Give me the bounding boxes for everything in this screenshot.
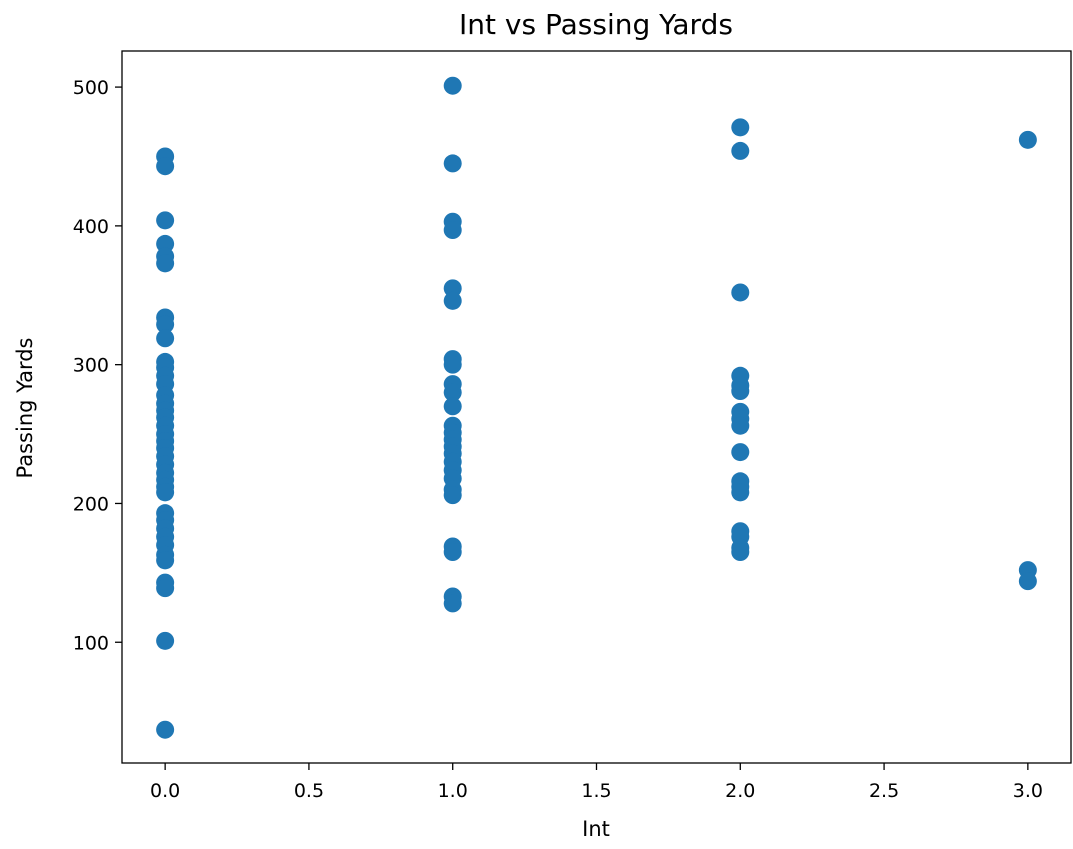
scatter-point (443, 221, 462, 240)
y-axis-label: Passing Yards (13, 338, 37, 479)
x-tick-label: 3.0 (1013, 780, 1043, 802)
scatter-point (443, 486, 462, 505)
scatter-point (731, 382, 750, 401)
scatter-point (731, 283, 750, 302)
plot-area-frame (121, 50, 1072, 764)
y-tick-label: 100 (73, 632, 109, 654)
x-tick-label: 2.0 (725, 780, 755, 802)
scatter-point (156, 157, 175, 176)
scatter-point (156, 211, 175, 230)
scatter-point (1018, 130, 1037, 149)
data-points (156, 76, 1037, 739)
scatter-point (156, 234, 175, 253)
scatter-point (443, 594, 462, 613)
scatter-point (443, 543, 462, 562)
scatter-point (731, 141, 750, 160)
x-axis-label: Int (582, 817, 610, 841)
scatter-point (156, 329, 175, 348)
scatter-point (443, 154, 462, 173)
scatter-point (443, 383, 462, 402)
scatter-point (731, 543, 750, 562)
scatter-point (731, 483, 750, 502)
scatter-point (443, 279, 462, 298)
scatter-point (443, 397, 462, 416)
y-axis: 100 200 300 400 500 (73, 77, 122, 654)
scatter-point (443, 76, 462, 95)
scatter-point (156, 720, 175, 739)
scatter-point (731, 118, 750, 137)
y-tick-label: 200 (73, 493, 109, 515)
scatter-point (443, 355, 462, 374)
scatter-point (156, 631, 175, 650)
scatter-point (156, 315, 175, 334)
x-tick-label: 1.5 (581, 780, 611, 802)
y-tick-label: 500 (73, 77, 109, 99)
x-tick-label: 1.0 (438, 780, 468, 802)
x-tick-label: 0.5 (294, 780, 324, 802)
scatter-point (443, 291, 462, 310)
scatter-point (731, 416, 750, 435)
scatter-point (1018, 572, 1037, 591)
x-tick-label: 2.5 (869, 780, 899, 802)
scatter-point (731, 443, 750, 462)
x-tick-label: 0.0 (150, 780, 180, 802)
scatter-point (156, 551, 175, 570)
scatter-point (156, 254, 175, 273)
chart-title: Int vs Passing Yards (459, 8, 733, 41)
y-tick-label: 300 (73, 355, 109, 377)
scatter-point (156, 579, 175, 598)
x-axis: 0.0 0.5 1.0 1.5 2.0 2.5 3.0 (150, 763, 1043, 802)
y-tick-label: 400 (73, 216, 109, 238)
scatter-point (156, 483, 175, 502)
